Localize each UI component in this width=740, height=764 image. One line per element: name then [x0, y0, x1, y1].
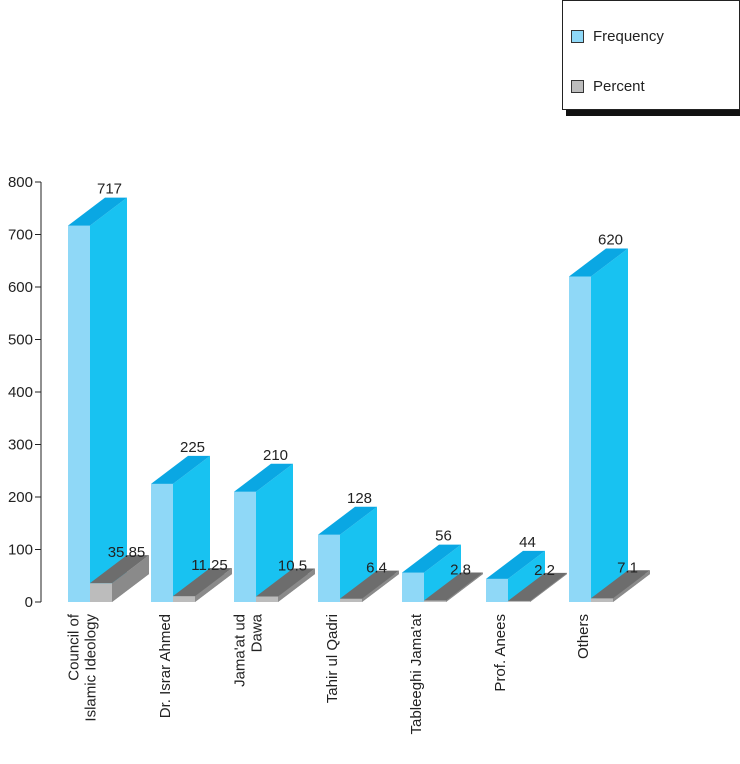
legend-swatch-frequency: [571, 29, 584, 43]
bar-percent-prof-anees-top: [508, 572, 567, 601]
bar-frequency-council-of-islamic-ideology-front: [68, 225, 90, 602]
x-tick-label-council-of-islamic-ideology: Council of Islamic Ideology: [66, 613, 100, 721]
bar-percent-jama-at-ud-dawa-top: [256, 568, 315, 597]
bar-percent-dr-israr-ahmed-front: [173, 596, 195, 602]
data-label-percent: 7.1: [617, 559, 638, 576]
bar-frequency-tableeghi-jama-at-top: [402, 544, 461, 573]
bar-frequency-tahir-ul-qadri-front: [318, 534, 340, 602]
bar-percent-council-of-islamic-ideology-top: [90, 555, 149, 584]
bar-frequency-prof-anees-top: [486, 550, 545, 579]
y-axis: 0 100 200 300 400 500 600 700 800: [8, 174, 42, 611]
bar-frequency-others-top: [569, 248, 628, 277]
x-tick-label-others: Others: [575, 614, 592, 659]
data-label-frequency: 128: [347, 490, 372, 507]
x-tick-label-line: Others: [575, 614, 592, 659]
data-label-frequency: 44: [519, 534, 536, 551]
bar-frequency-jama-at-ud-dawa-top: [234, 463, 293, 492]
y-tick-label: 800: [8, 174, 33, 191]
bar-frequency-council-of-islamic-ideology-side: [90, 197, 127, 602]
data-label-percent: 35.85: [108, 544, 146, 561]
x-tick-label-line: Dr. Israr Ahmed: [157, 614, 174, 718]
x-tick-label-dr-israr-ahmed: Dr. Israr Ahmed: [157, 614, 174, 718]
bar-percent-council-of-islamic-ideology-side: [112, 555, 149, 602]
bar-percent-others-side: [613, 570, 650, 602]
y-tick-label: 100: [8, 542, 33, 559]
x-tick-label-tahir-ul-qadri: Tahir ul Qadri: [324, 614, 341, 703]
legend-swatch-percent: [571, 79, 584, 93]
data-labels: 717 35.85 225 11.25 210 10.5 128 6.4 56 2.8 44 2.2 6…: [97, 181, 638, 579]
bar-frequency-tahir-ul-qadri-top: [318, 506, 377, 535]
bar-frequency-dr-israr-ahmed-front: [151, 483, 173, 602]
x-tick-label-line: Council of: [66, 613, 83, 681]
data-label-percent: 2.2: [534, 562, 555, 579]
y-tick-label: 500: [8, 332, 33, 349]
bar-frequency-others-front: [569, 276, 591, 602]
y-tick-label: 600: [8, 279, 33, 296]
data-label-frequency: 210: [263, 447, 288, 464]
data-label-percent: 10.5: [278, 557, 307, 574]
x-axis-categories: Council of Islamic Ideology Dr. Israr Ahme…: [66, 613, 593, 734]
bar-percent-others-front: [591, 598, 613, 602]
data-label-frequency: 717: [97, 181, 122, 198]
legend-label-percent: Percent: [593, 77, 645, 95]
bar-percent-dr-israr-ahmed-top: [173, 568, 232, 597]
bar-percent-tahir-ul-qadri-top: [340, 570, 399, 599]
bar-frequency-tableeghi-jama-at-side: [424, 544, 461, 602]
legend-shadow: [566, 110, 740, 116]
data-label-frequency: 620: [598, 232, 623, 249]
bar-frequency-dr-israr-ahmed-top: [151, 455, 210, 484]
x-tick-label-jama-at-ud-dawa: Jama'at ud Dawa: [232, 613, 266, 687]
data-label-frequency: 56: [435, 528, 452, 545]
y-tick-label: 700: [8, 227, 33, 244]
x-tick-label-line: Prof. Anees: [492, 614, 509, 692]
x-tick-label-line: Jama'at ud: [232, 614, 249, 687]
bar-frequency-prof-anees-front: [486, 578, 508, 602]
bar-percent-jama-at-ud-dawa-front: [256, 596, 278, 602]
bar-percent-dr-israr-ahmed-side: [195, 568, 232, 602]
y-tick-label: 0: [25, 594, 33, 611]
bar-percent-prof-anees-side: [530, 572, 567, 602]
bar-percent-others-top: [591, 570, 650, 599]
bar-percent-tableeghi-jama-at-side: [446, 572, 483, 602]
bar-percent-tableeghi-jama-at-top: [424, 572, 483, 601]
bar-frequency-council-of-islamic-ideology-top: [68, 197, 127, 226]
bar-percent-council-of-islamic-ideology-front: [90, 583, 112, 602]
bar-frequency-tableeghi-jama-at-front: [402, 572, 424, 602]
legend-item-percent: Percent: [571, 76, 645, 96]
x-tick-label-tableeghi-jama-at: Tableeghi Jama'at: [408, 613, 425, 734]
x-tick-label-line: Dawa: [249, 613, 266, 652]
legend-item-frequency: Frequency: [571, 26, 664, 46]
bar-percent-tahir-ul-qadri-side: [362, 570, 399, 602]
bar-percent-tahir-ul-qadri-front: [340, 598, 362, 602]
bar-frequency-dr-israr-ahmed-side: [173, 455, 210, 602]
data-label-frequency: 225: [180, 439, 205, 456]
data-label-percent: 11.25: [191, 557, 227, 574]
y-tick-label: 300: [8, 437, 33, 454]
x-tick-label-line: Islamic Ideology: [83, 614, 100, 722]
bar-frequency-jama-at-ud-dawa-side: [256, 463, 293, 602]
x-tick-label-line: Tahir ul Qadri: [324, 614, 341, 703]
bar-percent-jama-at-ud-dawa-side: [278, 568, 315, 602]
bar-frequency-prof-anees-side: [508, 550, 545, 602]
legend: Frequency Percent: [562, 0, 740, 110]
bar-layer: [68, 197, 650, 602]
y-tick-label: 200: [8, 489, 33, 506]
y-tick-label: 400: [8, 384, 33, 401]
bar-percent-tableeghi-jama-at-front: [424, 600, 446, 602]
x-tick-label-prof-anees: Prof. Anees: [492, 614, 509, 692]
data-label-percent: 6.4: [366, 560, 387, 577]
bar-frequency-jama-at-ud-dawa-front: [234, 491, 256, 602]
legend-label-frequency: Frequency: [593, 27, 664, 45]
bar-percent-prof-anees-front: [508, 600, 530, 602]
x-tick-label-line: Tableeghi Jama'at: [408, 613, 425, 734]
bar-frequency-others-side: [591, 248, 628, 602]
data-label-percent: 2.8: [450, 562, 471, 579]
